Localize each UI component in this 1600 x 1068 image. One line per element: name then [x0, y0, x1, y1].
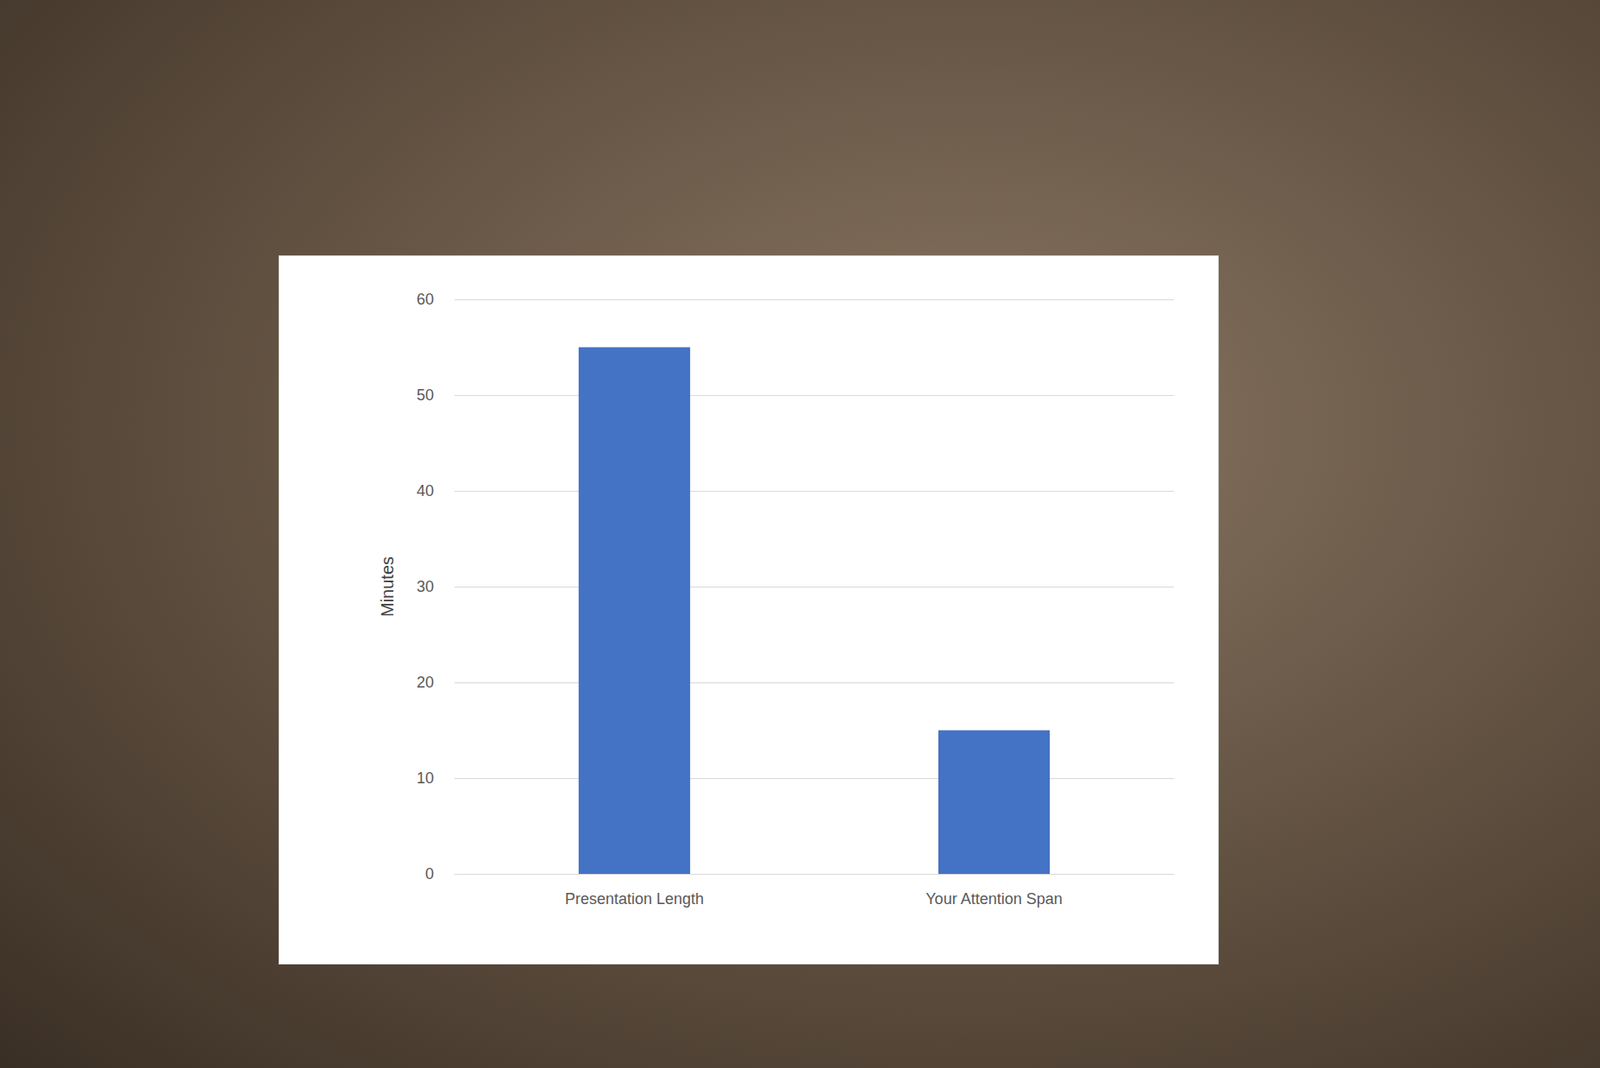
- svg-text:20: 20: [416, 673, 434, 691]
- svg-text:0: 0: [425, 865, 434, 883]
- svg-text:60: 60: [416, 290, 434, 308]
- svg-text:30: 30: [416, 577, 434, 596]
- svg-text:Presentation Length: Presentation Length: [564, 890, 704, 908]
- svg-text:Minutes: Minutes: [377, 556, 397, 617]
- svg-text:Your Attention Span: Your Attention Span: [925, 890, 1062, 908]
- svg-text:50: 50: [416, 386, 434, 404]
- svg-text:40: 40: [416, 482, 434, 500]
- svg-text:10: 10: [416, 769, 434, 787]
